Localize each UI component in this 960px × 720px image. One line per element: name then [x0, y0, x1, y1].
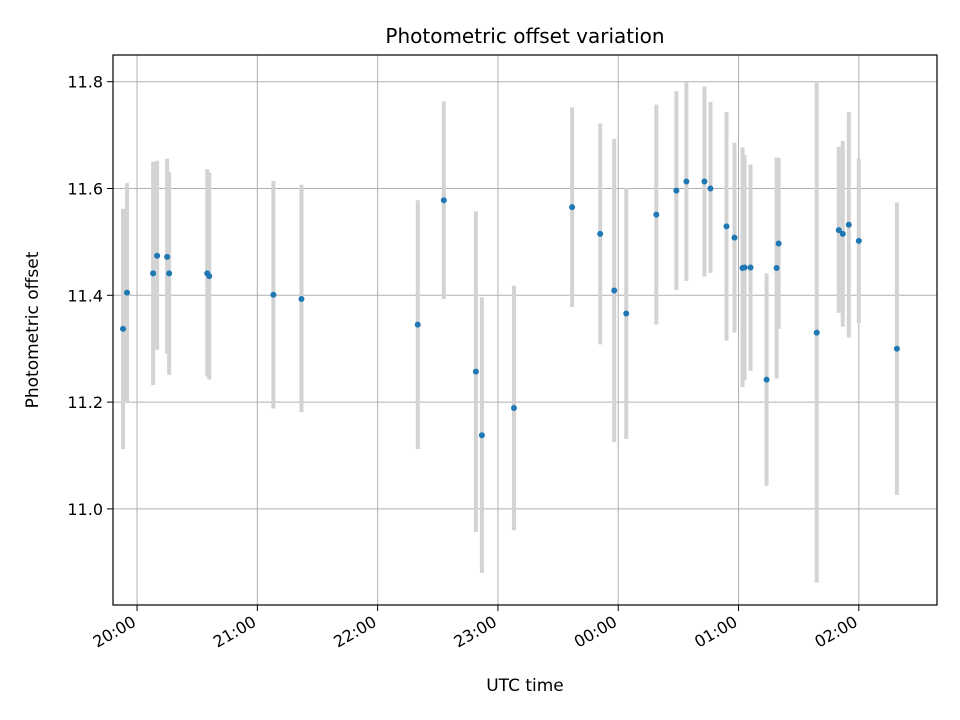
data-point	[653, 211, 660, 218]
data-point	[845, 221, 852, 228]
data-point	[763, 376, 770, 383]
data-point	[775, 240, 782, 247]
data-point	[270, 291, 277, 298]
data-point	[164, 253, 171, 260]
y-tick-label: 11.0	[67, 500, 103, 519]
data-point	[673, 187, 680, 194]
data-point	[835, 227, 842, 234]
data-point	[623, 310, 630, 317]
data-point	[813, 329, 820, 336]
data-point	[206, 273, 213, 280]
y-axis-label: Photometric offset	[23, 251, 43, 408]
y-tick-label: 11.6	[67, 179, 103, 198]
data-point	[893, 345, 900, 352]
data-point	[478, 432, 485, 439]
x-axis-label: UTC time	[486, 676, 564, 696]
data-point	[611, 287, 618, 294]
data-points	[120, 178, 900, 439]
data-point	[747, 264, 754, 271]
data-point	[414, 321, 421, 328]
y-tick-label: 11.4	[67, 286, 103, 305]
data-point	[683, 178, 690, 185]
data-point	[166, 270, 173, 277]
data-point	[120, 325, 127, 332]
plot-frame	[112, 54, 938, 606]
chart-title: Photometric offset variation	[385, 24, 664, 48]
data-point	[741, 264, 748, 271]
data-point	[839, 230, 846, 237]
data-point	[154, 252, 161, 259]
data-point	[855, 237, 862, 244]
data-point	[701, 178, 708, 185]
data-point	[569, 204, 576, 211]
y-tick-label: 11.8	[67, 73, 103, 92]
data-point	[723, 223, 730, 230]
data-point	[707, 185, 714, 192]
data-point	[597, 230, 604, 237]
data-point	[150, 270, 157, 277]
y-tick-label: 11.2	[67, 393, 103, 412]
data-point	[731, 234, 738, 241]
y-axis-ticks: 11.0 11.2 11.4 11.6 11.8	[67, 73, 113, 519]
data-point	[773, 265, 780, 272]
data-point	[510, 404, 517, 411]
data-point	[440, 197, 447, 204]
data-point	[472, 368, 479, 375]
data-point	[124, 289, 131, 296]
grid	[113, 55, 937, 605]
data-point	[298, 296, 305, 303]
